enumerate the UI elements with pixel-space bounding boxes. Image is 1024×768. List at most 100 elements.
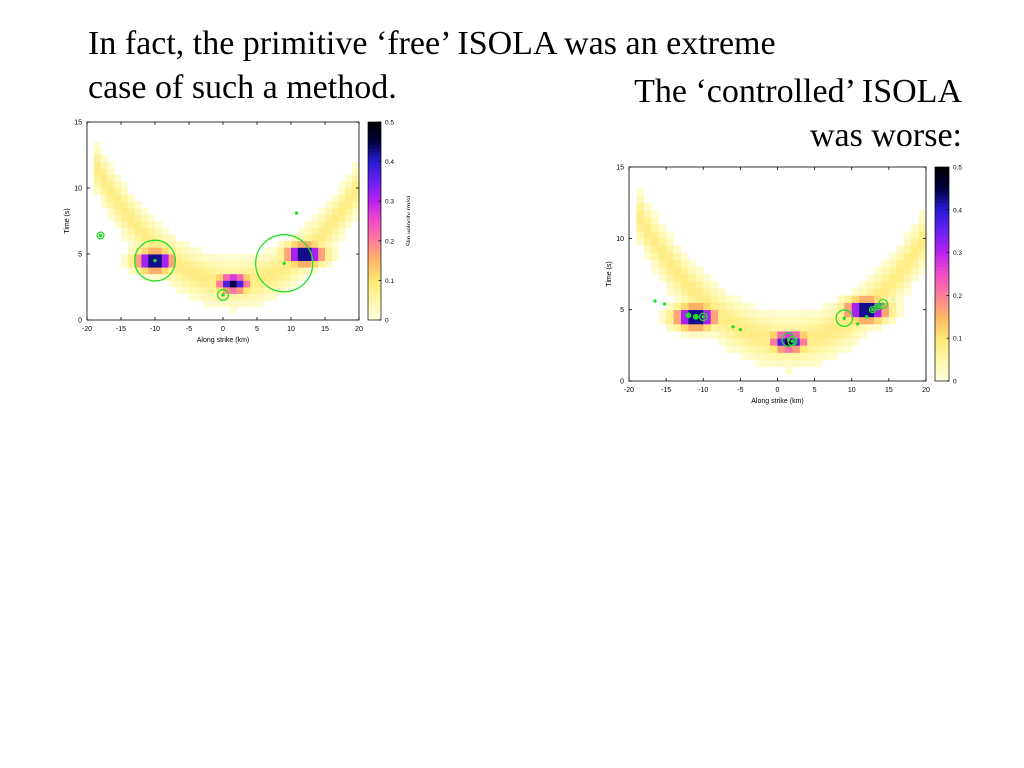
heatmap-cell: [182, 273, 190, 281]
heatmap-cell: [836, 345, 845, 353]
heatmap-cell: [100, 201, 108, 209]
slip-heatmap: [636, 188, 927, 375]
colorbar-segment: [368, 191, 381, 195]
x-tick-label: 15: [885, 387, 893, 394]
subevent-centroid: [870, 307, 875, 312]
y-axis-label: Time (s): [606, 261, 613, 286]
heatmap-cell: [718, 302, 726, 311]
subevent-circle: [877, 298, 889, 310]
heatmap-cell: [896, 274, 905, 282]
heatmap-cell: [236, 287, 244, 294]
heatmap-cell: [100, 181, 108, 189]
heatmap-cell: [148, 247, 156, 255]
heatmap-cell: [792, 316, 801, 325]
heatmap-cell: [658, 245, 667, 253]
heatmap-cell: [284, 280, 292, 288]
heatmap-cell: [792, 359, 801, 368]
heatmap-cell: [688, 309, 697, 318]
heatmap-cell: [182, 247, 190, 255]
colorbar-segment: [368, 290, 381, 294]
colorbar-segment: [368, 237, 381, 242]
colorbar-segment: [368, 128, 381, 133]
heatmap-cell: [284, 273, 292, 281]
heatmap-cell: [189, 260, 197, 268]
heatmap-cell: [250, 273, 258, 281]
heatmap-cell: [836, 295, 845, 303]
heatmap-cell: [148, 260, 156, 268]
colorbar-tick-label: 0.3: [385, 199, 394, 206]
heatmap-cell: [148, 267, 156, 275]
heatmap-cell: [836, 323, 845, 332]
heatmap-cell: [352, 207, 360, 215]
heatmap-cell: [345, 194, 353, 202]
heatmap-cell: [229, 300, 237, 308]
heatmap-cell: [148, 227, 156, 235]
heatmap-cell: [107, 194, 115, 202]
heatmap-cell: [304, 234, 312, 242]
colorbar-segment: [368, 214, 381, 219]
heatmap-cell: [881, 288, 890, 296]
colorbar-segment: [368, 303, 381, 308]
heatmap-cell: [291, 240, 299, 248]
heatmap-cell: [277, 267, 285, 275]
heatmap-cell: [859, 316, 867, 325]
heatmap-cell: [732, 345, 741, 353]
heatmap-cell: [297, 267, 305, 275]
heatmap-cell: [784, 331, 793, 339]
x-tick-label: 10: [287, 326, 295, 333]
heatmap-cell: [740, 302, 749, 311]
heatmap-cell: [740, 345, 749, 353]
heatmap-cell: [762, 345, 771, 353]
colorbar-segment: [935, 181, 949, 186]
colorbar-segment: [935, 313, 949, 318]
heatmap-cell: [352, 188, 360, 195]
heatmap-cell: [874, 266, 882, 275]
heatmap-cell: [161, 254, 169, 261]
heatmap-cell: [777, 309, 786, 318]
colorbar-segment: [368, 158, 381, 162]
heatmap-cell: [673, 259, 682, 268]
heatmap-cell: [770, 352, 778, 360]
colorbar-segment: [935, 227, 949, 232]
heatmap-cell: [688, 266, 697, 275]
heatmap-cell: [304, 260, 312, 268]
x-tick-label: -5: [186, 326, 192, 333]
heatmap-cell: [107, 161, 115, 169]
heatmap-cell: [651, 209, 660, 218]
heatmap-cell: [257, 300, 265, 308]
heatmap-cell: [168, 254, 176, 261]
x-tick-label: 5: [813, 387, 817, 394]
heatmap-cell: [311, 221, 319, 228]
heatmap-cell: [189, 293, 197, 301]
heatmap-cell: [822, 309, 830, 318]
heatmap-cell: [277, 240, 285, 248]
heatmap-cell: [127, 234, 135, 242]
colorbar-segment: [935, 213, 949, 218]
colorbar-segment: [368, 155, 381, 159]
heatmap-cell: [747, 302, 756, 311]
heatmap-cell: [874, 316, 882, 325]
heatmap-cell: [250, 254, 258, 261]
heatmap-cell: [155, 267, 163, 275]
heatmap-cell: [725, 316, 734, 325]
x-tick-label: 15: [321, 326, 329, 333]
x-tick-label: -15: [116, 326, 126, 333]
heatmap-cell: [866, 281, 875, 289]
subevent-circle: [96, 231, 105, 240]
heatmap-cell: [250, 300, 258, 308]
heatmap-cell: [770, 323, 778, 332]
heatmap-cell: [851, 309, 860, 318]
heatmap-cell: [345, 174, 353, 182]
colorbar-segment: [368, 310, 381, 314]
heatmap-cell: [304, 221, 312, 228]
heatmap-cell: [844, 309, 853, 318]
heatmap-cell: [304, 254, 312, 261]
chart-free-isola: -20 -15 -10 -5 0 5 10 15 20 Along strike (km) 0 5 10…: [64, 120, 410, 345]
heatmap-cell: [636, 188, 645, 196]
heatmap-cell: [747, 345, 756, 353]
heatmap-cell: [175, 273, 183, 281]
heatmap-cell: [216, 280, 224, 288]
colorbar-segment: [935, 348, 949, 353]
heatmap-cell: [851, 323, 860, 332]
heatmap-cell: [703, 302, 712, 311]
